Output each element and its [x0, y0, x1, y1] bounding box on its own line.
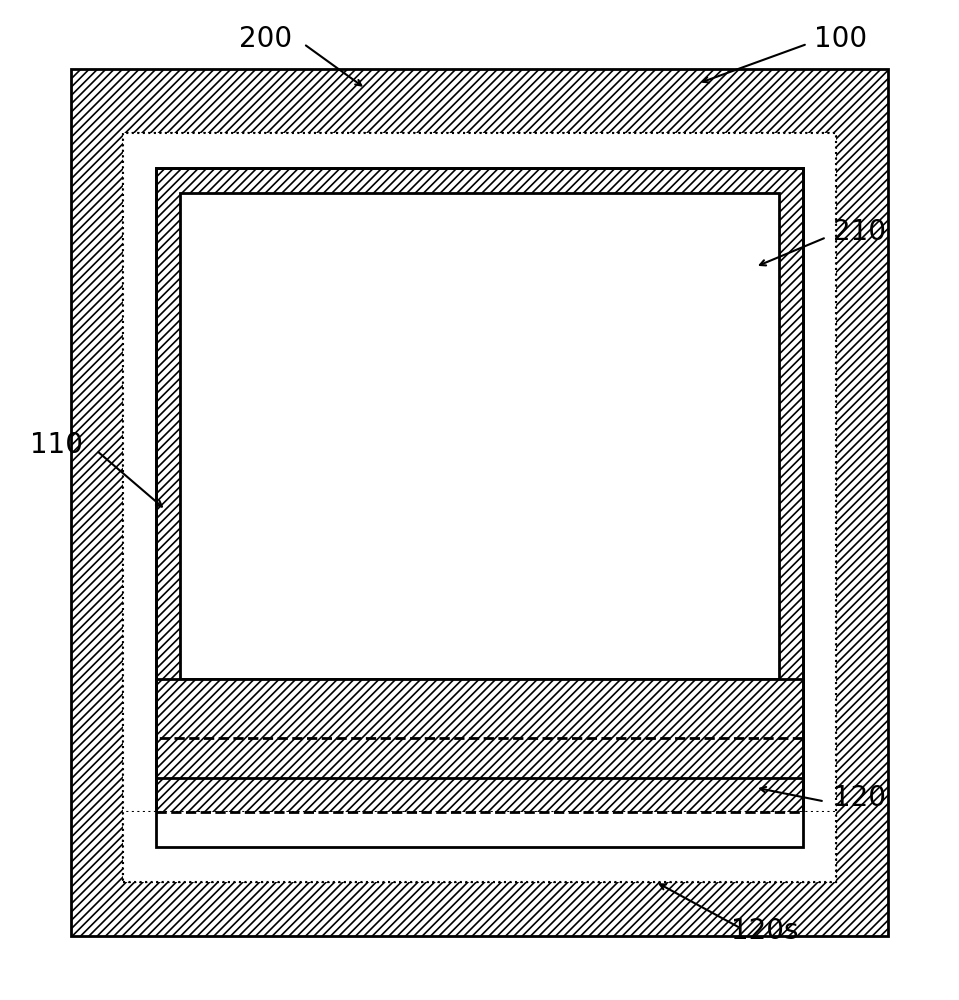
Bar [156, 168, 803, 847]
Text: 200: 200 [239, 25, 292, 53]
Text: 120: 120 [833, 784, 886, 812]
Bar [180, 193, 779, 678]
Bar [123, 812, 836, 882]
Bar [123, 812, 836, 882]
Text: 210: 210 [833, 218, 886, 246]
Text: 100: 100 [814, 25, 867, 53]
Bar [156, 168, 803, 847]
Text: 110: 110 [30, 431, 82, 459]
Bar [71, 69, 888, 936]
Bar [123, 133, 836, 882]
Bar [123, 133, 836, 882]
Text: 120s: 120s [731, 917, 799, 945]
Bar [123, 133, 836, 882]
Bar [156, 678, 803, 778]
Bar [156, 738, 803, 812]
